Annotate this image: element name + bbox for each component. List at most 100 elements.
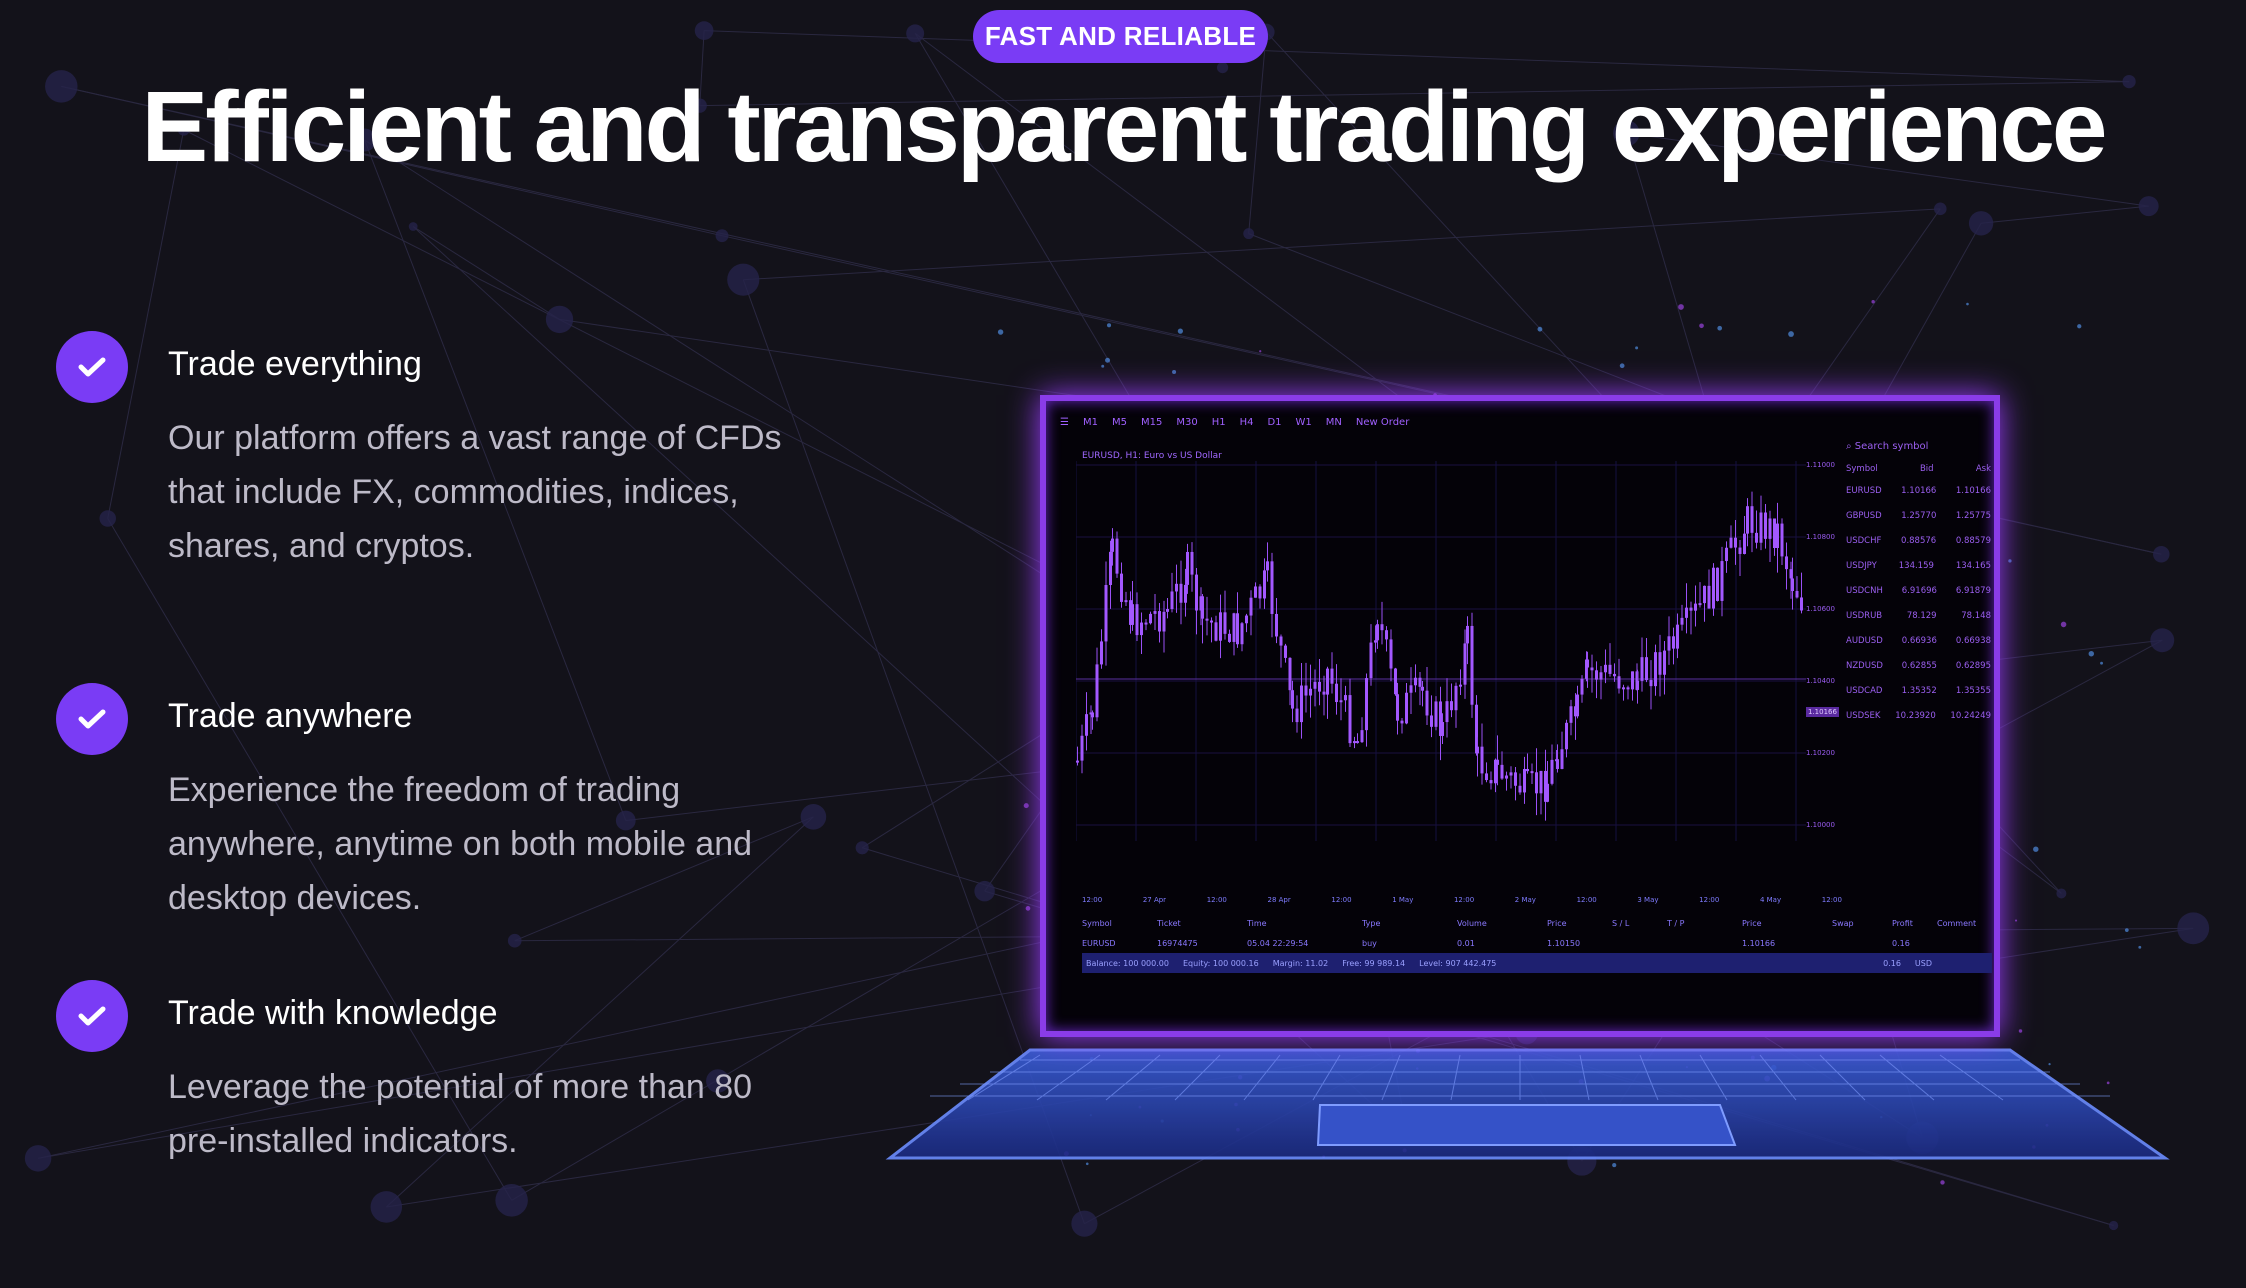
- watchlist-row[interactable]: EURUSD 1.10166 1.10166: [1846, 478, 1991, 503]
- network-node: [495, 1184, 528, 1217]
- page-title: Efficient and transparent trading experi…: [0, 72, 2246, 182]
- watch-symbol: AUDUSD: [1846, 635, 1883, 646]
- table-header: Ticket: [1157, 918, 1181, 928]
- candle: [1326, 668, 1329, 695]
- candle: [1421, 686, 1424, 691]
- candle: [1476, 746, 1479, 754]
- candle: [1631, 671, 1634, 690]
- glow-particle: [1717, 325, 1723, 331]
- candle: [1544, 770, 1547, 802]
- network-node: [2056, 888, 2067, 899]
- candle: [1322, 691, 1326, 695]
- watchlist-row[interactable]: NZDUSD 0.62855 0.62895: [1846, 653, 1991, 678]
- glow-particle: [1635, 346, 1639, 350]
- glow-particle: [1537, 326, 1543, 332]
- candle: [1369, 642, 1373, 679]
- watchlist-row[interactable]: USDSEK 10.23920 10.24249: [1846, 703, 1991, 728]
- network-line: [364, 139, 627, 821]
- candle: [1120, 573, 1123, 602]
- candle: [1131, 604, 1134, 625]
- table-cell: EURUSD: [1082, 938, 1116, 948]
- trading-platform-screen: ☰ M1 M5 M15 M30 H1 H4 D1 W1 MN New Order…: [1040, 395, 2000, 1037]
- timeframe-m15[interactable]: M15: [1140, 417, 1163, 428]
- network-node: [906, 24, 925, 43]
- candle: [1780, 523, 1784, 557]
- candle: [1266, 561, 1269, 571]
- candle: [1539, 770, 1543, 794]
- network-line: [107, 129, 185, 519]
- network-node: [177, 123, 190, 136]
- candle: [1425, 690, 1429, 716]
- candle: [1523, 769, 1526, 793]
- watchlist-row[interactable]: USDJPY 134.159 134.165: [1846, 553, 1991, 578]
- timeframe-h4[interactable]: H4: [1239, 417, 1254, 428]
- watch-bid: 10.23920: [1895, 710, 1936, 721]
- glow-particle: [1940, 1180, 1945, 1185]
- timeframe-w1[interactable]: W1: [1295, 417, 1312, 428]
- feature-title: Trade everything: [168, 345, 422, 383]
- candle: [1712, 567, 1715, 609]
- candle: [1409, 685, 1413, 693]
- candle: [1463, 643, 1467, 685]
- glow-particle: [1788, 331, 1794, 337]
- network-line: [107, 518, 513, 1201]
- glow-particle: [2088, 651, 2095, 657]
- watchlist-row[interactable]: USDCHF 0.88576 0.88579: [1846, 528, 1991, 553]
- candle: [1789, 569, 1793, 579]
- table-cell: 1.10166: [1742, 938, 1776, 948]
- candle: [1288, 657, 1292, 691]
- timeframe-mn[interactable]: MN: [1325, 417, 1342, 428]
- network-node: [974, 880, 995, 902]
- candle: [1318, 681, 1321, 692]
- time-tick: 3 May: [1637, 896, 1659, 904]
- watch-ask: 0.88579: [1955, 535, 1991, 546]
- watchlist-row[interactable]: USDRUB 78.129 78.148: [1846, 603, 1991, 628]
- candle: [1556, 759, 1559, 769]
- network-node: [727, 263, 760, 296]
- glow-particle: [1101, 364, 1105, 368]
- candle: [1470, 625, 1474, 705]
- network-node: [615, 810, 636, 831]
- candle: [1698, 603, 1702, 606]
- candle: [1505, 775, 1508, 779]
- candle: [1214, 622, 1218, 641]
- glow-particle: [1172, 369, 1177, 375]
- candle: [1489, 780, 1493, 784]
- watchlist-row[interactable]: USDCAD 1.35352 1.35355: [1846, 678, 1991, 703]
- watch-ask: 10.24249: [1950, 710, 1991, 721]
- watch-symbol: USDRUB: [1846, 610, 1883, 621]
- watchlist-row[interactable]: AUDUSD 0.66936 0.66938: [1846, 628, 1991, 653]
- candle: [1245, 615, 1248, 624]
- table-header: Type: [1362, 918, 1381, 928]
- glow-particle: [1177, 328, 1183, 334]
- candle: [1284, 645, 1287, 658]
- table-row[interactable]: EURUSD 16974475 05.04 22:29:54 buy 0.01 1.101…: [1082, 933, 1992, 953]
- network-line: [61, 85, 723, 237]
- network-node: [800, 804, 827, 830]
- candle: [1129, 600, 1132, 625]
- timeframe-h1[interactable]: H1: [1211, 417, 1226, 428]
- new-order-button[interactable]: New Order: [1355, 417, 1410, 428]
- candle: [1768, 518, 1772, 539]
- candle: [1144, 622, 1148, 625]
- menu-icon[interactable]: ☰: [1060, 417, 1069, 428]
- timeframe-m1[interactable]: M1: [1082, 417, 1098, 428]
- candle: [1249, 597, 1253, 616]
- page-title-text: Efficient and transparent trading experi…: [141, 71, 2108, 183]
- candle: [1135, 604, 1139, 636]
- network-line: [514, 816, 814, 942]
- table-header: S / L: [1612, 918, 1630, 928]
- candle: [1380, 624, 1384, 631]
- candle: [1720, 561, 1724, 601]
- watchlist-row[interactable]: GBPUSD 1.25770 1.25775: [1846, 503, 1991, 528]
- watchlist-row[interactable]: USDCNH 6.91696 6.91879: [1846, 578, 1991, 603]
- search-symbol-input[interactable]: ⌕ Search symbol: [1846, 441, 1929, 452]
- timeframe-d1[interactable]: D1: [1267, 417, 1282, 428]
- time-tick: 12:00: [1699, 896, 1720, 904]
- table-header: Price: [1547, 918, 1567, 928]
- glow-particle: [1678, 304, 1684, 310]
- keyboard-key: [1381, 1054, 1401, 1101]
- candle: [1560, 749, 1564, 769]
- timeframe-m5[interactable]: M5: [1111, 417, 1127, 428]
- timeframe-m30[interactable]: M30: [1176, 417, 1198, 428]
